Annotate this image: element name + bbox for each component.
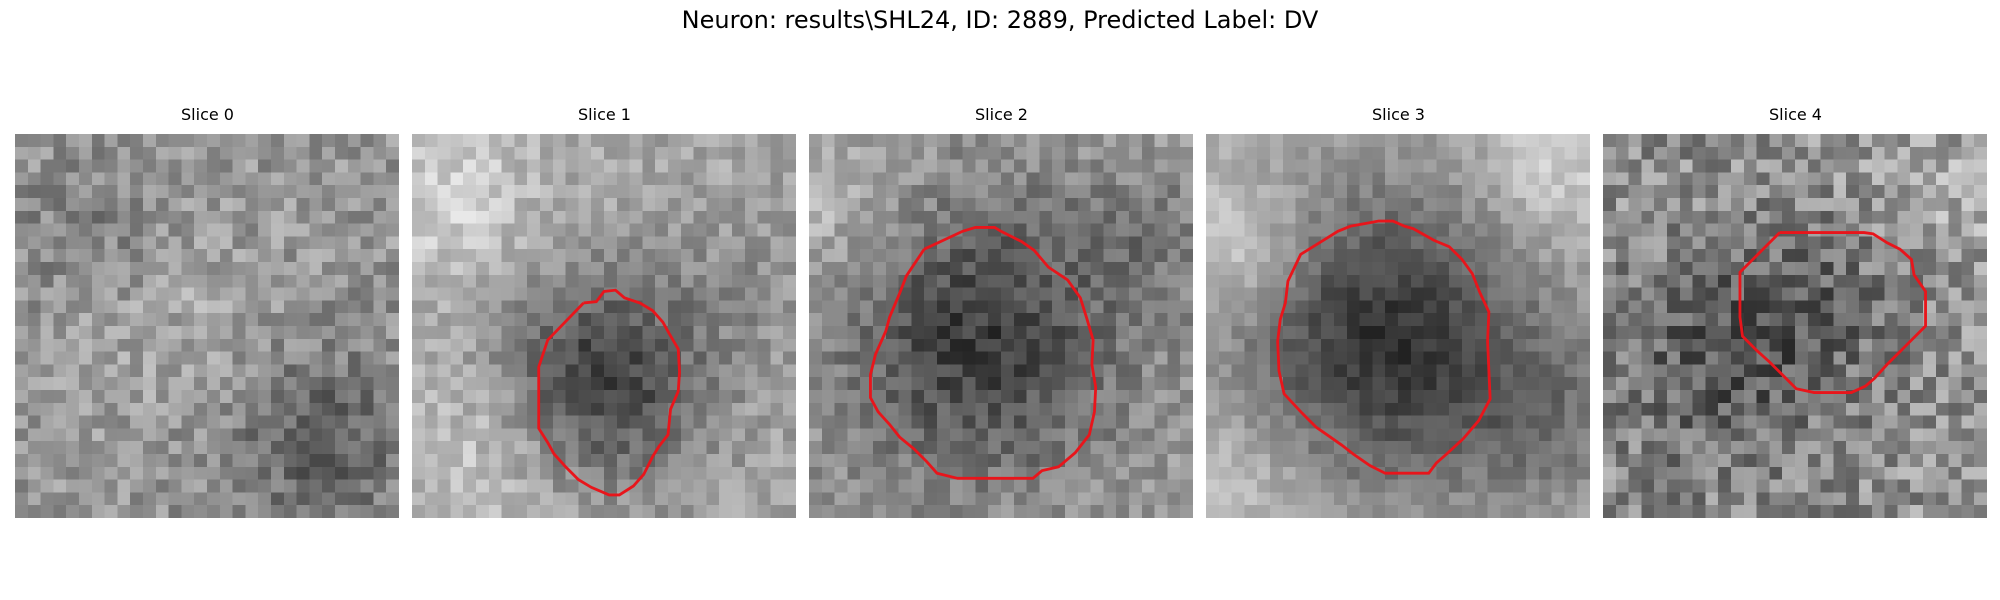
segmentation-contour [1738, 231, 1927, 394]
slice-title-1: Slice 1 [578, 105, 631, 124]
slice-image-2 [809, 134, 1193, 518]
segmentation-contour [1276, 219, 1492, 475]
slice-title-2: Slice 2 [975, 105, 1028, 124]
slice-panel-2: Slice 2 [809, 105, 1194, 520]
slice-panel-0: Slice 0 [15, 105, 400, 520]
segmentation-contour [869, 226, 1098, 480]
slice-title-0: Slice 0 [181, 105, 234, 124]
figure-title: Neuron: results\SHL24, ID: 2889, Predict… [681, 6, 1319, 34]
slice-title-4: Slice 4 [1769, 105, 1822, 124]
slice-title-3: Slice 3 [1372, 105, 1425, 124]
slice-image-3 [1206, 134, 1590, 518]
slice-panel-1: Slice 1 [412, 105, 797, 520]
slice-panel-3: Slice 3 [1206, 105, 1591, 520]
slice-image-4 [1603, 134, 1987, 518]
slice-image-0 [15, 134, 399, 518]
segmentation-contour [537, 288, 681, 497]
slice-panel-4: Slice 4 [1603, 105, 1988, 520]
slice-image-1 [412, 134, 796, 518]
